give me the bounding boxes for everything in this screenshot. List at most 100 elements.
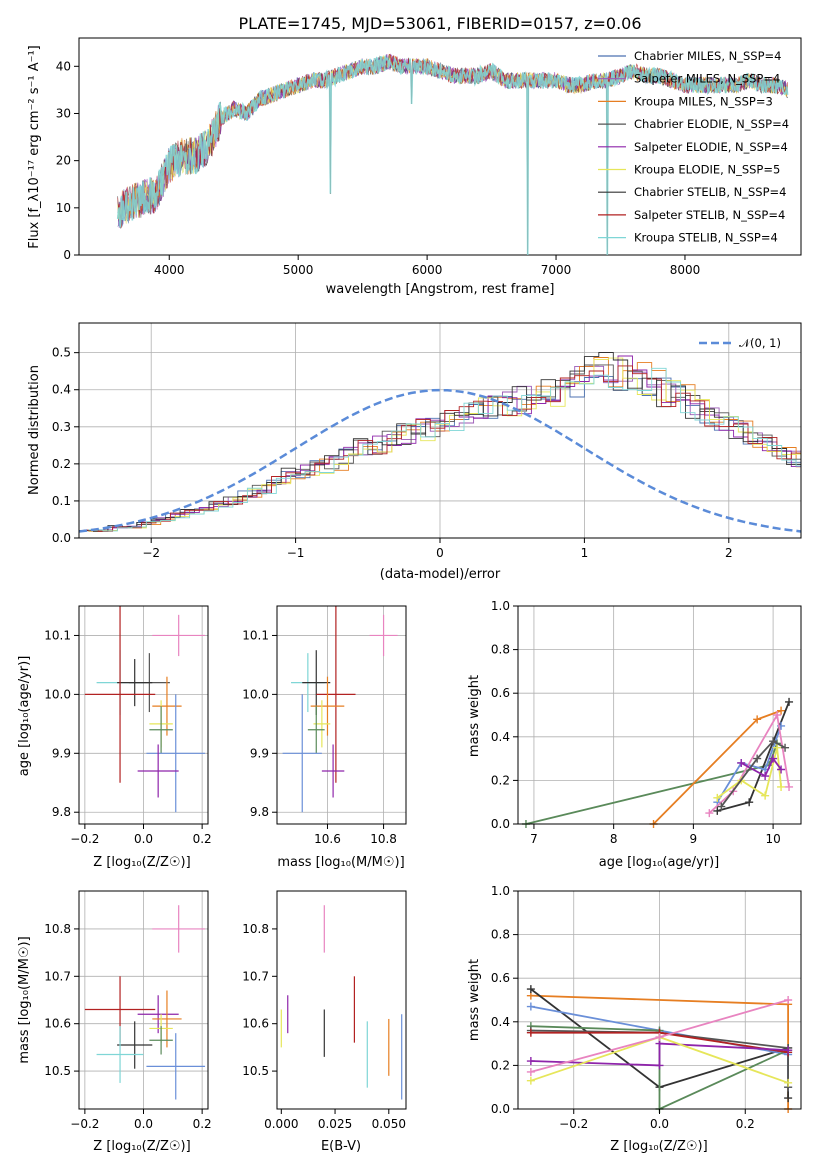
legend-label-0: Chabrier MILES, N_SSP=4: [634, 49, 781, 63]
age_vs_z-ytick-label: 10.1: [44, 628, 71, 642]
mw_vs_z-marker: [526, 1002, 535, 1011]
mw_vs_z-marker: [784, 1078, 793, 1087]
legend-label-6: Chabrier STELIB, N_SSP=4: [634, 185, 786, 199]
residual-ylabel: Normed distribution: [27, 365, 42, 495]
age-vs-z-ylabel: age [log₁₀(age/yr)]: [17, 656, 32, 777]
mw_vs_age-marker: [777, 706, 786, 715]
age_vs_mass-ytick-label: 10.1: [242, 628, 269, 642]
age-vs-mass-panel: 10.6 10.8 9.8 9.9 10.0 10.1: [242, 605, 407, 846]
mw_vs_z-xtick-label: 0.2: [736, 1117, 755, 1131]
legend-label-4: Salpeter ELODIE, N_SSP=4: [634, 140, 788, 154]
spectrum-panel: 4000 5000 6000 7000 8000 0 10 20 30 40 Chabrier M…: [27, 37, 802, 297]
residual-xtick-label: 1: [581, 546, 589, 560]
age_vs_z-xtick-label: 0.0: [134, 832, 153, 846]
legend-label-5: Kroupa ELODIE, N_SSP=5: [634, 163, 780, 177]
mw_vs_age-xtick-label: 9: [690, 832, 698, 846]
mw_vs_z-marker: [526, 1076, 535, 1085]
mw_vs_z-marker: [784, 996, 793, 1004]
mass-vs-z-xlabel: Z [log₁₀(Z/Z☉)]: [93, 1139, 190, 1154]
mass_vs_ebv-ytick-label: 10.7: [242, 969, 269, 983]
mw_vs_z-ytick-label: 0.4: [491, 1015, 510, 1029]
legend-label-7: Salpeter STELIB, N_SSP=4: [634, 208, 785, 222]
mw_vs_age-marker: [713, 793, 722, 802]
mw_vs_age-ytick-label: 0.4: [491, 730, 510, 744]
mw_vs_z-line-4: [530, 1029, 789, 1088]
mw_vs_age-marker: [777, 782, 786, 791]
mw_vs_age-xtick-label: 10: [765, 832, 780, 846]
residual-ytick-label: 0.1: [52, 494, 71, 508]
mw_vs_age-marker: [781, 743, 790, 752]
mass-vs-z-ylabel: mass [log₁₀(M/M☉)]: [17, 936, 32, 1063]
mw_vs_z-marker: [526, 1067, 535, 1076]
mass_vs_z-ytick-label: 10.6: [44, 1017, 71, 1031]
age_vs_mass-ytick-label: 10.0: [242, 687, 269, 701]
age_vs_z-ytick-label: 9.8: [52, 805, 71, 819]
residual-xlabel: (data-model)/error: [380, 567, 501, 582]
mw_vs_age-marker: [773, 711, 782, 719]
mw_vs_z-line-6: [530, 1042, 789, 1067]
age_vs_mass-ytick-label: 9.9: [250, 746, 269, 760]
mw_vs_age-marker: [753, 715, 762, 724]
mw_vs_z-marker: [655, 1061, 664, 1070]
mw_vs_age-ytick-label: 0.6: [491, 686, 510, 700]
mw_vs_age-ytick-label: 0.2: [491, 773, 510, 787]
residual-xtick-label: 0: [436, 546, 444, 560]
mw_vs_age-line-6: [740, 756, 782, 778]
mw_vs_z-marker: [526, 1028, 535, 1037]
mw_vs_z-marker: [526, 985, 535, 994]
age_vs_mass-xtick-label: 10.8: [370, 832, 397, 846]
mass_vs_ebv-xtick-label: 0.050: [372, 1117, 406, 1131]
mass-vs-ebv-panel: 0.000 0.025 0.050 10.5 10.6 10.7 10.8: [242, 890, 407, 1131]
residual-ytick-label: 0.0: [52, 531, 71, 545]
normal-curve: [78, 388, 802, 533]
mw_vs_age-line-5: [716, 747, 782, 799]
mass_vs_ebv-frame: [276, 890, 407, 1110]
mw_vs_age-ytick-label: 0.8: [491, 643, 510, 657]
legend-label-2: Kroupa MILES, N_SSP=3: [634, 94, 773, 108]
mass_vs_z-xtick-label: 0.2: [193, 1117, 212, 1131]
mw_vs_age-marker: [769, 737, 778, 746]
spectrum-xlabel: wavelength [Angstrom, rest frame]: [326, 282, 555, 297]
spectrum-xtick-label: 5000: [283, 263, 314, 277]
age_vs_z-xtick-label: −0.2: [70, 832, 99, 846]
mass_vs_z-xtick-label: −0.2: [70, 1117, 99, 1131]
mw_vs_age-xtick-label: 8: [610, 832, 618, 846]
mw_vs_z-ytick-label: 0.0: [491, 1102, 510, 1116]
mass_vs_z-ytick-label: 10.7: [44, 969, 71, 983]
mw_vs_age-marker: [769, 754, 778, 763]
residual-xtick-label: 2: [725, 546, 733, 560]
mw_vs_age-marker: [785, 782, 794, 791]
mw_vs_age-marker: [745, 798, 754, 807]
age-vs-metallicity-panel: −0.2 0.0 0.2 9.8 9.9 10.0 10.1: [44, 605, 212, 846]
mw_vs_age-marker: [777, 765, 786, 774]
mw_vs_age-marker: [717, 802, 726, 811]
spectrum-line-8: [116, 55, 789, 256]
spectrum-ytick-label: 40: [56, 59, 71, 73]
residual-xtick-label: −1: [287, 546, 305, 560]
figure-title: PLATE=1745, MJD=53061, FIBERID=0157, z=0…: [238, 14, 641, 33]
mw_vs_age-marker: [761, 791, 770, 800]
mw_vs_age-line-4: [708, 712, 790, 814]
spectrum-ytick-label: 30: [56, 106, 71, 120]
mw-vs-age-ylabel: mass weight: [467, 675, 482, 757]
mw_vs_age-marker: [785, 697, 794, 706]
mw_vs_age-ytick-label: 0.0: [491, 817, 510, 831]
residual-ytick-label: 0.3: [52, 420, 71, 434]
mass-vs-ebv-xlabel: E(B-V): [321, 1139, 361, 1154]
mw_vs_z-marker: [784, 1046, 793, 1055]
mass_vs_z-ytick-label: 10.5: [44, 1064, 71, 1078]
mw_vs_age-xtick-label: 7: [530, 832, 538, 846]
mw_vs_age-marker: [753, 754, 762, 763]
residual-ytick-label: 0.2: [52, 457, 71, 471]
mw_vs_age-marker: [773, 743, 782, 752]
residual-ytick-label: 0.5: [52, 346, 71, 360]
mw_vs_z-marker: [655, 1033, 664, 1042]
spectrum-ytick-label: 10: [56, 201, 71, 215]
legend-label-8: Kroupa STELIB, N_SSP=4: [634, 231, 778, 245]
mw_vs_age-marker: [713, 806, 722, 815]
residual-ytick-label: 0.4: [52, 383, 71, 397]
age_vs_z-ytick-label: 10.0: [44, 687, 71, 701]
legend-label-3: Chabrier ELODIE, N_SSP=4: [634, 117, 789, 131]
spectrum-xtick-label: 4000: [154, 263, 185, 277]
mass_vs_ebv-ytick-label: 10.6: [242, 1017, 269, 1031]
